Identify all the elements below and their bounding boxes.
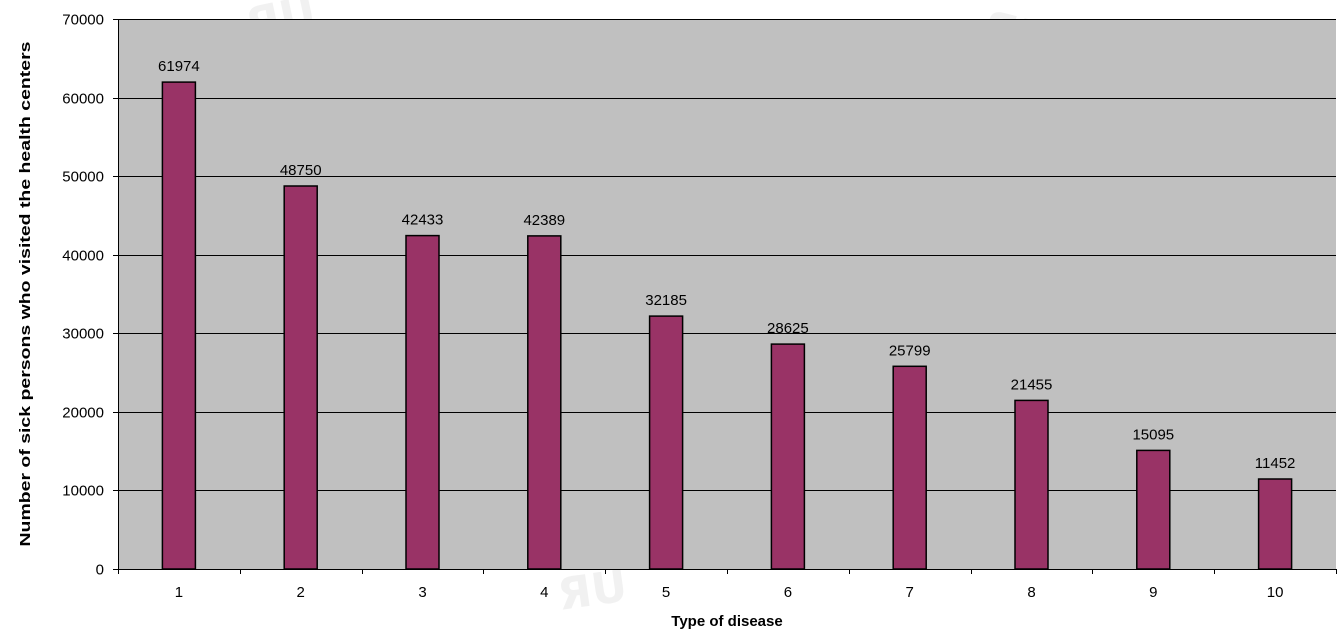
gridlines xyxy=(118,19,1336,491)
x-tick-label: 4 xyxy=(540,584,548,601)
x-tick-label: 1 xyxy=(175,584,183,601)
bar-4 xyxy=(527,235,562,570)
bar-value-label: 25799 xyxy=(889,342,931,359)
y-tick-label: 30000 xyxy=(62,326,104,343)
y-tick-label: 40000 xyxy=(62,248,104,265)
bar-5 xyxy=(648,315,684,570)
bar-value-label: 15095 xyxy=(1132,426,1174,443)
bar-10 xyxy=(1257,478,1293,570)
x-tick-label: 8 xyxy=(1027,584,1035,601)
x-tick-label: 6 xyxy=(784,584,792,601)
y-tick-label: 0 xyxy=(96,562,104,579)
x-tick-label: 3 xyxy=(418,584,426,601)
bar-value-label: 42389 xyxy=(523,212,565,229)
bar-value-label: 61974 xyxy=(158,58,200,75)
bar-value-label: 11452 xyxy=(1255,455,1296,472)
y-axis-title: Number of sick persons who visited the h… xyxy=(17,42,34,547)
x-tick-label: 7 xyxy=(906,584,914,601)
bar-2 xyxy=(283,185,318,570)
x-tick-label: 10 xyxy=(1267,584,1284,601)
x-axis-ticks: 1 2 3 4 5 6 7 8 9 10 xyxy=(118,569,1337,601)
y-tick-label: 60000 xyxy=(62,91,104,108)
bar-data-labels: 61974 48750 42433 42389 32185 28625 25799 21455… xyxy=(158,58,1295,472)
bar-8 xyxy=(1014,399,1049,570)
bar-value-label: 21455 xyxy=(1011,376,1053,393)
bar-7 xyxy=(892,365,927,570)
x-tick-label: 9 xyxy=(1149,584,1157,601)
y-tick-label: 50000 xyxy=(62,169,104,186)
bar-1 xyxy=(161,81,197,570)
plot-area xyxy=(118,19,1336,569)
bar-value-label: 32185 xyxy=(645,292,687,309)
bar-value-label: 28625 xyxy=(767,320,809,337)
y-tick-label: 20000 xyxy=(62,405,104,422)
bar-value-label: 42433 xyxy=(402,212,444,229)
bar-6 xyxy=(770,343,806,570)
bars xyxy=(161,81,1293,570)
bar-value-label: 48750 xyxy=(280,162,322,179)
x-axis-title: Type of disease xyxy=(671,613,782,630)
y-tick-label: 70000 xyxy=(62,12,104,29)
x-tick-label: 5 xyxy=(662,584,670,601)
bar-3 xyxy=(405,234,440,570)
bar-9 xyxy=(1136,449,1171,570)
y-tick-label: 10000 xyxy=(62,483,104,500)
x-tick-label: 2 xyxy=(297,584,305,601)
y-axis-ticks: 0 10000 20000 30000 40000 50000 60000 70000 xyxy=(62,12,118,579)
svg-text:ЯU: ЯU xyxy=(554,561,630,621)
